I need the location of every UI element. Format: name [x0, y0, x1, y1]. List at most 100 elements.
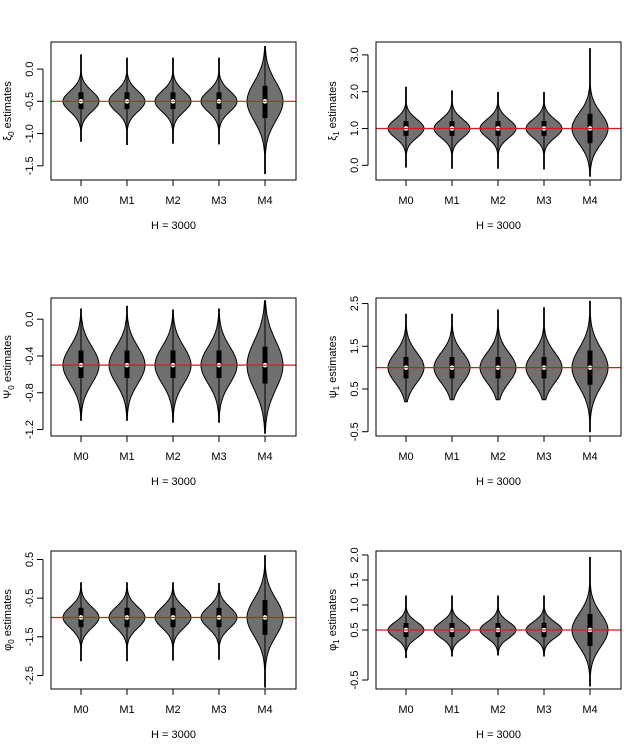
- violin-M2: [479, 595, 517, 656]
- y-axis-suffix: estimates: [2, 335, 14, 386]
- y-tick-label: 0.5: [24, 552, 36, 567]
- x-tick-label: M0: [73, 451, 88, 463]
- violin-M2: [154, 582, 192, 661]
- x-tick-label: M1: [444, 451, 459, 463]
- violin-M0: [62, 582, 100, 662]
- y-tick-label: -0.5: [349, 422, 361, 441]
- y-axis-title: Ψ0 estimates: [2, 335, 16, 399]
- x-tick-label: M2: [165, 704, 180, 716]
- violin-M4: [571, 48, 609, 177]
- y-tick-label: -0.5: [24, 92, 36, 111]
- y-tick-label: -1.5: [24, 156, 36, 175]
- violin-M0: [387, 313, 425, 403]
- panel-phi0: M0 M1 M2 M3 M4 H = 3000 -2.5 -1.5 -0.5 0.5 φ0 esti…: [2, 550, 297, 741]
- y-axis-suffix: estimates: [2, 589, 14, 640]
- x-axis-title: H = 3000: [476, 729, 521, 741]
- y-tick-label: 1.5: [349, 339, 361, 354]
- violin-M2: [479, 309, 517, 401]
- x-tick-label: M4: [582, 451, 597, 463]
- violin-M4: [246, 555, 284, 688]
- x-tick-label: M4: [257, 704, 272, 716]
- y-axis-subscript: 0: [7, 385, 16, 390]
- y-axis-subscript: 0: [7, 639, 16, 644]
- y-tick-label: 1.0: [349, 121, 361, 136]
- x-tick-label: M4: [257, 195, 272, 207]
- y-axis-subscript: 1: [332, 385, 341, 390]
- x-tick-label: M1: [119, 704, 134, 716]
- panel-phi1: M0 M1 M2 M3 M4 H = 3000 -0.5 0.5 1.0 1.5 2.0 φ1 est…: [327, 547, 622, 741]
- x-tick-label: M4: [582, 704, 597, 716]
- y-tick-label: 0.5: [349, 622, 361, 637]
- x-axis-title: H = 3000: [476, 220, 521, 232]
- x-tick-label: M2: [165, 195, 180, 207]
- x-tick-label: M1: [444, 195, 459, 207]
- panel-xi0: M0 M1 M2 M3 M4 H = 3000 -1.5 -1.0 -0.5 0.0 ξ0 esti…: [2, 41, 297, 232]
- y-axis-symbol: ξ: [327, 136, 339, 141]
- x-axis-title: H = 3000: [151, 220, 196, 232]
- y-tick-label: -1.2: [24, 420, 36, 439]
- x-axis-title: H = 3000: [476, 476, 521, 488]
- violin-M1: [108, 582, 146, 662]
- y-axis-symbol: ψ: [327, 390, 339, 398]
- x-tick-label: M0: [398, 704, 413, 716]
- y-axis-symbol: ξ: [2, 136, 14, 141]
- violin-M3: [525, 595, 563, 657]
- x-tick-label: M0: [398, 451, 413, 463]
- violin-M3: [525, 307, 563, 401]
- x-tick-label: M1: [119, 195, 134, 207]
- x-tick-label: M1: [444, 704, 459, 716]
- y-axis-suffix: estimates: [327, 589, 339, 640]
- x-tick-label: M4: [582, 195, 597, 207]
- x-tick-label: M2: [490, 704, 505, 716]
- violin-M3: [200, 583, 238, 660]
- x-tick-label: M3: [211, 451, 226, 463]
- y-tick-label: 0.0: [349, 158, 361, 173]
- violin-M4: [246, 46, 284, 175]
- x-tick-label: M3: [536, 451, 551, 463]
- x-tick-label: M3: [211, 195, 226, 207]
- y-tick-label: -0.4: [24, 346, 36, 365]
- x-tick-label: M2: [490, 195, 505, 207]
- violin-M2: [479, 91, 517, 169]
- x-tick-label: M0: [398, 195, 413, 207]
- y-axis-suffix: estimates: [327, 81, 339, 132]
- y-axis-subscript: 1: [332, 639, 341, 644]
- y-tick-label: -2.5: [24, 666, 36, 685]
- y-tick-label: -0.5: [349, 671, 361, 690]
- y-axis-symbol: φ: [2, 644, 14, 651]
- violin-M4: [571, 300, 609, 433]
- y-tick-label: 3.0: [349, 47, 361, 62]
- y-tick-label: 1.0: [349, 597, 361, 612]
- y-axis-subscript: 1: [332, 131, 341, 136]
- violin-M0: [387, 86, 425, 168]
- y-tick-label: -1.0: [24, 124, 36, 143]
- violin-M4: [571, 557, 609, 687]
- x-tick-label: M0: [73, 704, 88, 716]
- y-axis-title: ξ0 estimates: [2, 81, 16, 141]
- x-axis-title: H = 3000: [151, 476, 196, 488]
- y-axis-symbol: Ψ: [2, 390, 14, 399]
- x-tick-label: M4: [257, 451, 272, 463]
- x-axis-title: H = 3000: [151, 729, 196, 741]
- y-axis-title: ξ1 estimates: [327, 81, 341, 141]
- y-tick-label: 2.5: [349, 296, 361, 311]
- x-tick-label: M3: [536, 195, 551, 207]
- y-axis-suffix: estimates: [2, 81, 14, 132]
- panel-psi0: M0 M1 M2 M3 M4 H = 3000 -1.2 -0.8 -0.4 0.0 Ψ0 esti…: [2, 297, 297, 488]
- y-tick-label: 0.0: [24, 61, 36, 76]
- violin-M3: [525, 91, 563, 170]
- y-axis-symbol: φ: [327, 644, 339, 651]
- violin-M2: [154, 309, 192, 423]
- violin-M4: [246, 300, 284, 434]
- violin-M1: [433, 595, 471, 657]
- violin-M2: [154, 57, 192, 144]
- y-axis-title: φ1 estimates: [327, 589, 341, 651]
- y-tick-label: -1.5: [24, 627, 36, 646]
- y-axis-suffix: estimates: [327, 335, 339, 386]
- y-tick-label: 1.5: [349, 572, 361, 587]
- violin-M1: [433, 313, 471, 401]
- y-axis-title: ψ1 estimates: [327, 335, 341, 398]
- y-tick-label: 2.0: [349, 84, 361, 99]
- y-axis-subscript: 0: [7, 131, 16, 136]
